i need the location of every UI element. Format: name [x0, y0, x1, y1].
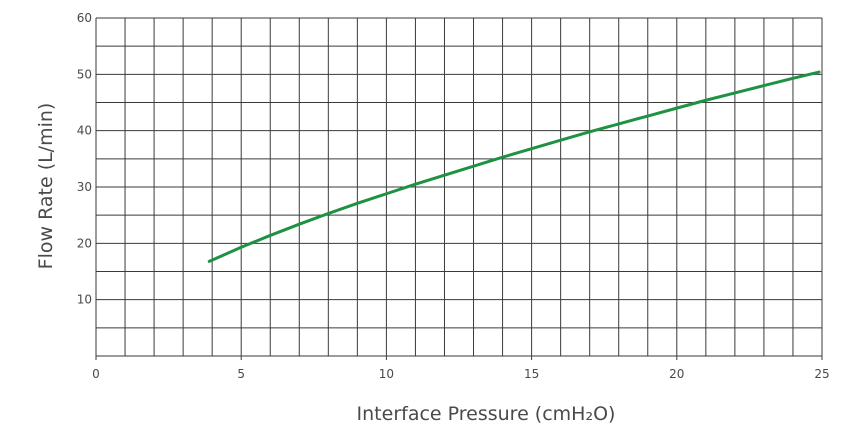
x-tick-label: 0	[92, 367, 100, 381]
series-layer	[207, 70, 821, 263]
x-tick-label: 5	[237, 367, 245, 381]
y-tick-label: 40	[77, 124, 92, 138]
x-tick-label: 10	[379, 367, 394, 381]
y-tick-label: 50	[77, 67, 92, 81]
x-tick-label: 20	[669, 367, 684, 381]
x-tick-label: 15	[524, 367, 539, 381]
grid	[95, 17, 823, 357]
y-tick-label: 60	[77, 11, 92, 25]
x-tick-label: 25	[814, 367, 829, 381]
y-tick-label: 30	[77, 180, 92, 194]
y-axis-title: Flow Rate (L/min)	[35, 103, 57, 270]
x-axis-title: Interface Pressure (cmH₂O)	[357, 403, 616, 425]
series-line	[207, 70, 821, 263]
y-tick-label: 10	[77, 293, 92, 307]
tick-labels: 0 5 10 15 20 25 10 20 30 40 50 60	[77, 11, 830, 381]
y-tick-label: 20	[77, 236, 92, 250]
